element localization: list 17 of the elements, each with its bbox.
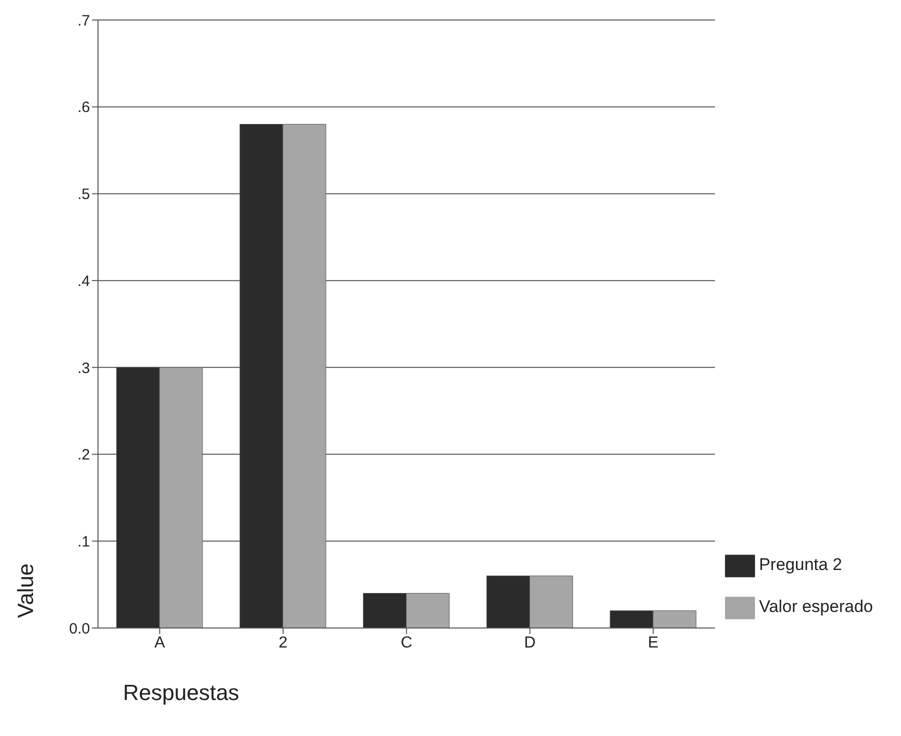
- y-axis-title: Value: [13, 563, 38, 618]
- y-tick-label: .5: [77, 186, 90, 204]
- x-tick-label: 2: [278, 634, 288, 652]
- x-tick-label: D: [524, 634, 536, 652]
- y-tick-label: .7: [77, 12, 90, 30]
- x-tick-label: C: [400, 634, 412, 652]
- y-tick-label: .6: [77, 99, 90, 116]
- legend-label: Pregunta 2: [758, 555, 842, 574]
- y-tick-label: .1: [77, 533, 90, 550]
- legend-label: Valor esperado: [758, 597, 873, 616]
- y-tick-label: .4: [77, 272, 90, 290]
- x-tick-label: E: [648, 634, 659, 652]
- x-axis-title: Respuestas: [123, 680, 240, 706]
- y-tick-label: 0.0: [69, 620, 90, 638]
- x-tick-label: A: [154, 634, 166, 652]
- y-tick-label: .2: [77, 446, 90, 464]
- y-tick-label: .3: [77, 360, 90, 377]
